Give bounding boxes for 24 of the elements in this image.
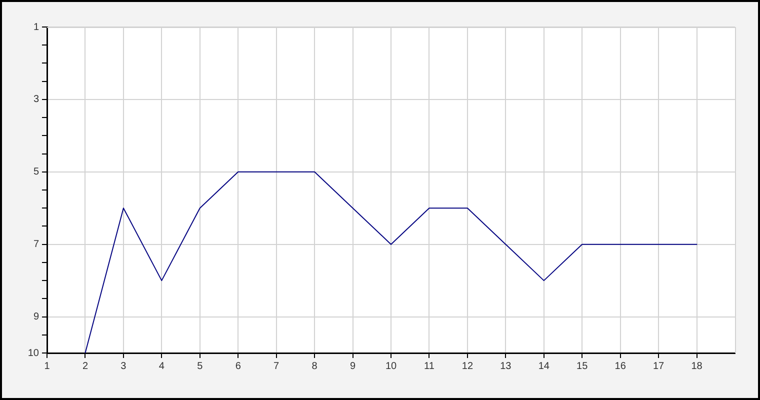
x-tick-label: 5 — [197, 360, 204, 372]
x-tick-label: 1 — [44, 360, 50, 372]
x-tick-label: 16 — [614, 360, 626, 372]
y-tick-label: 7 — [33, 239, 40, 250]
x-tick-label: 15 — [576, 360, 588, 372]
x-tick-label: 11 — [424, 360, 435, 372]
y-tick-label: 9 — [33, 312, 40, 323]
x-tick-label: 13 — [500, 360, 512, 372]
x-tick-label: 12 — [462, 360, 474, 372]
x-tick-label: 14 — [538, 360, 550, 372]
x-tick-label: 2 — [82, 360, 88, 372]
x-tick-label: 3 — [120, 360, 127, 372]
x-tick-label: 10 — [385, 360, 397, 372]
x-tick-label: 7 — [274, 360, 280, 372]
x-tick-label: 9 — [350, 360, 356, 372]
y-tick-label: 10 — [28, 348, 40, 359]
y-tick-label: 1 — [33, 22, 40, 33]
x-tick-label: 6 — [235, 360, 242, 372]
y-tick-label: 3 — [33, 94, 40, 106]
y-tick-label: 5 — [33, 166, 40, 178]
x-tick-label: 17 — [652, 360, 665, 372]
x-tick-label: 18 — [691, 360, 703, 372]
x-tick-label: 8 — [312, 360, 318, 372]
x-tick-label: 4 — [158, 360, 165, 372]
